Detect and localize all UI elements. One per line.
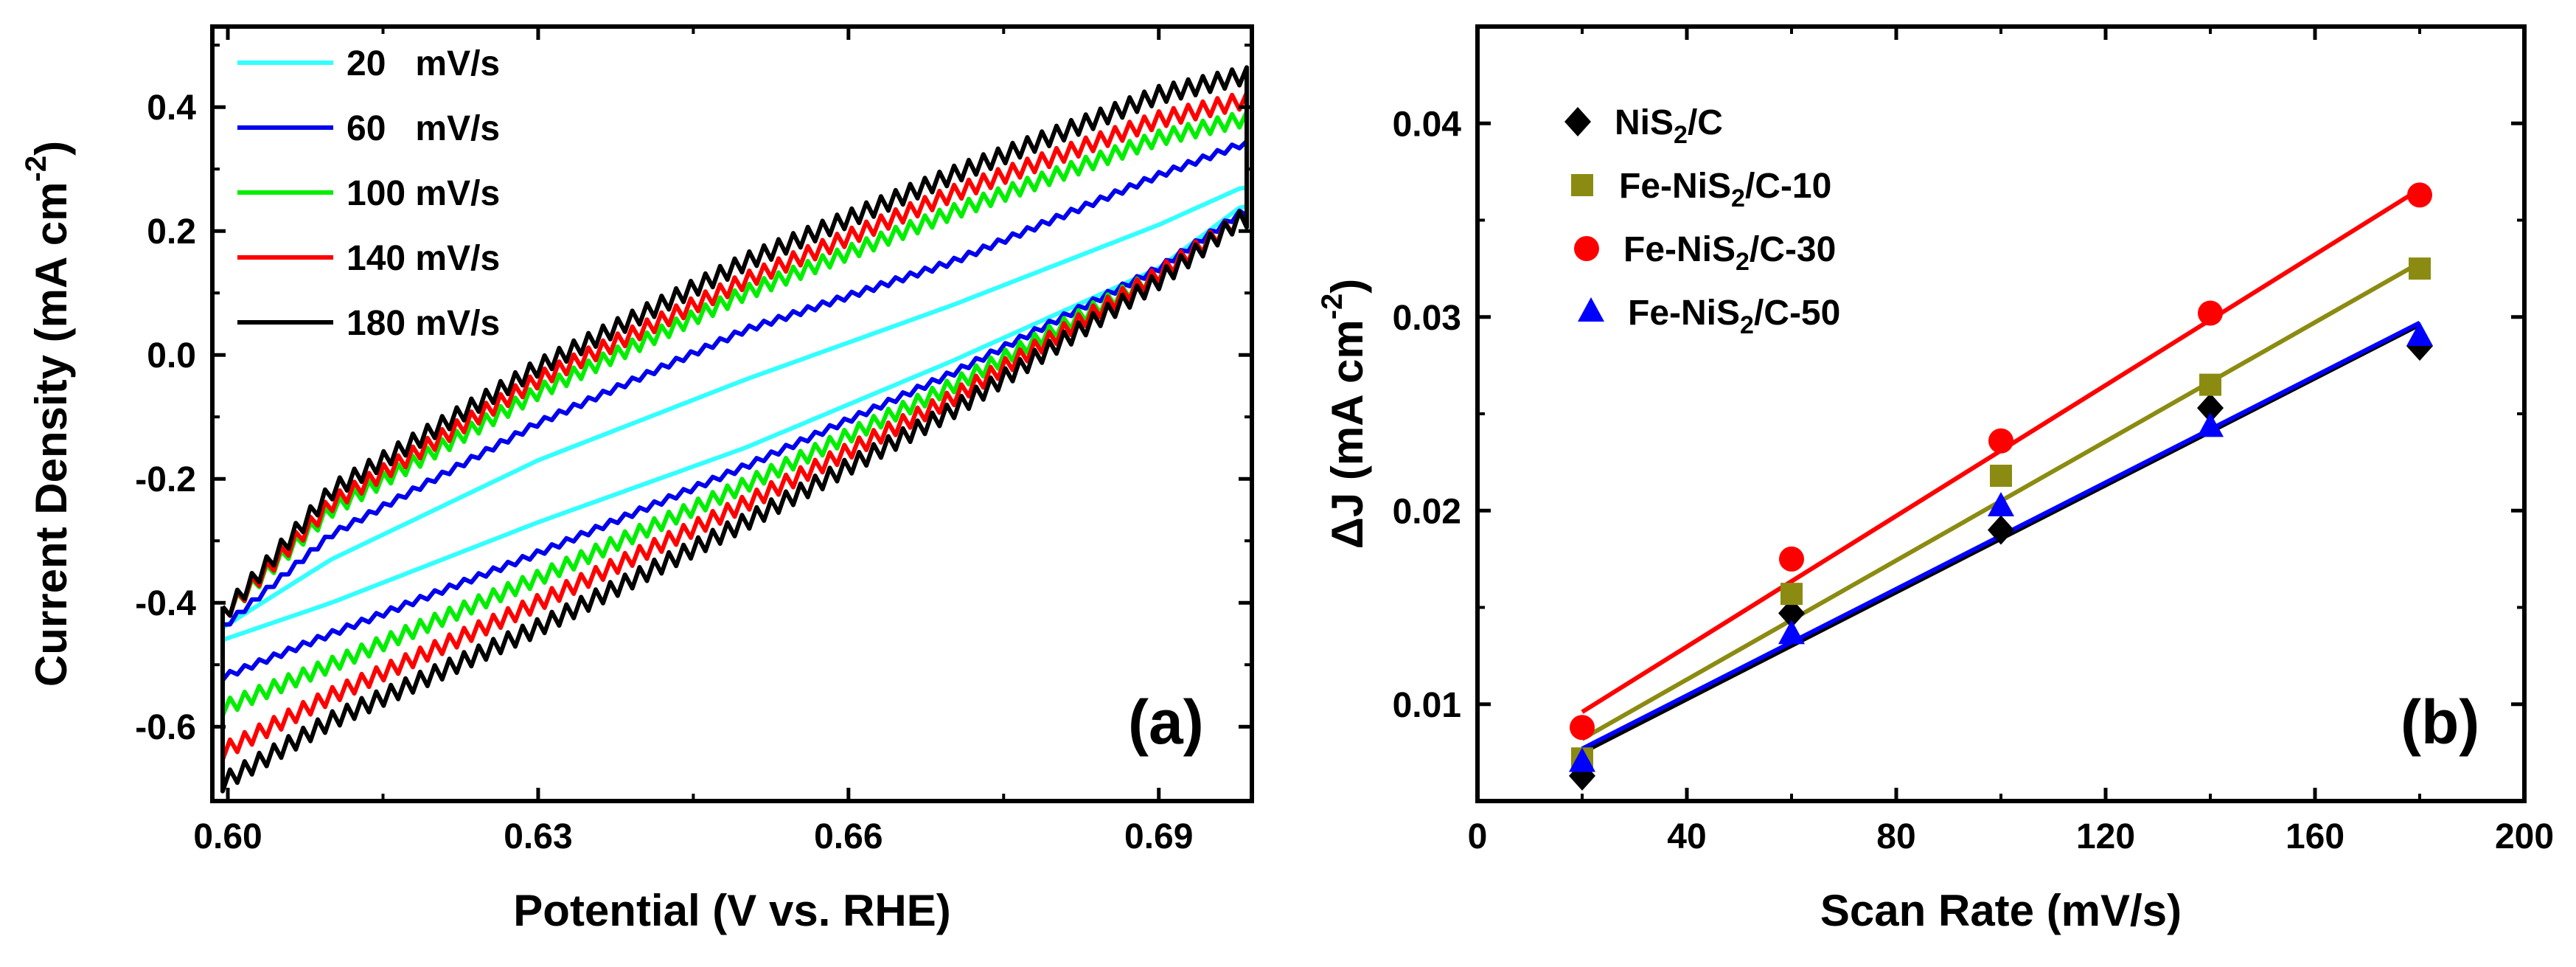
cv-y-tick-label: -0.6	[135, 708, 196, 747]
scan-rate-x-tick-label: 40	[1667, 817, 1706, 856]
scan-rate-point-square	[2199, 373, 2221, 396]
cv-y-axis-title-main: Current Density (mA cm	[27, 181, 76, 687]
legend-label-suffix: /C-10	[1745, 167, 1831, 206]
scan-rate-point-triangle	[1778, 620, 1805, 645]
cv-legend-label: 180 mV/s	[347, 304, 500, 343]
scan-rate-y-tick-label: 0.03	[1393, 299, 1461, 338]
cv-chart: 0.60 0.63 0.66 0.69 -0.6 -0.4 -0.2 0.0 0.2 0.4 20…	[20, 24, 1254, 935]
scan-rate-x-tick-label: 0	[1468, 817, 1488, 856]
scan-rate-x-axis-title: Scan Rate (mV/s)	[1820, 886, 2182, 935]
cv-curve-4	[220, 65, 1249, 794]
legend-label-main: NiS	[1615, 103, 1674, 142]
legend-label-suffix: /C-50	[1754, 294, 1840, 333]
legend-label-sub: 2	[1740, 311, 1754, 339]
scan-rate-point-triangle	[2197, 412, 2224, 437]
legend-label-suffix: /C-30	[1750, 230, 1836, 269]
cv-x-tick-label: 0.60	[193, 817, 262, 856]
scan-rate-y-axis-title: ΔJ (mA cm-2)	[1316, 279, 1372, 550]
scan-rate-legend: NiS2/CFe-NiS2/C-10Fe-NiS2/C-30Fe-NiS2/C-…	[1564, 103, 1840, 339]
scan-rate-point-circle	[2198, 300, 2223, 326]
scan-rate-point-circle	[1988, 428, 2013, 454]
scan-rate-point-triangle	[1569, 747, 1595, 772]
scan-rate-legend-marker	[1574, 236, 1599, 261]
scan-rate-y-tick-label: 0.01	[1393, 686, 1461, 725]
cv-curve-1	[220, 139, 1249, 683]
scan-rate-point-square	[2409, 257, 2431, 280]
scan-rate-axis-ticks: 0 40 80 120 160 200 0.01 0.02 0.03 0.04	[1393, 27, 2554, 856]
cv-x-tick-label: 0.69	[1124, 817, 1193, 856]
cv-y-tick-label: 0.4	[147, 89, 196, 128]
scan-rate-legend-label: Fe-NiS2/C-30	[1623, 230, 1836, 276]
scan-rate-point-triangle	[1988, 492, 2014, 516]
cv-x-axis-title: Potential (V vs. RHE)	[513, 886, 950, 935]
legend-label-main: Fe-NiS	[1628, 294, 1740, 333]
scan-rate-x-tick-label: 160	[2286, 817, 2344, 856]
scan-rate-legend-marker	[1564, 107, 1591, 136]
scan-rate-legend-marker	[1571, 174, 1593, 196]
cv-y-tick-label: -0.4	[135, 584, 196, 623]
cv-legend-label: 60 mV/s	[347, 109, 500, 148]
scan-rate-point-circle	[1570, 715, 1595, 741]
cv-y-tick-label: -0.2	[135, 460, 196, 499]
cv-y-axis-title-close: )	[27, 141, 76, 156]
cv-y-tick-label: 0.2	[147, 212, 196, 252]
cv-legend: 20 mV/s 60 mV/s 100 mV/s 140 mV/s 180 mV/s	[237, 44, 500, 343]
scan-rate-point-square	[1990, 465, 2012, 487]
scan-rate-point-diamond	[1778, 598, 1805, 628]
scan-rate-point-square	[1780, 583, 1803, 606]
legend-label-sub: 2	[1731, 184, 1745, 212]
scan-rate-legend-label: Fe-NiS2/C-50	[1628, 294, 1840, 339]
scan-rate-y-tick-label: 0.02	[1393, 492, 1461, 531]
cv-curves	[220, 65, 1249, 794]
scan-rate-panel-label: (b)	[2401, 687, 2479, 757]
cv-legend-label: 100 mV/s	[347, 174, 500, 213]
scan-rate-y-tick-label: 0.04	[1393, 105, 1462, 144]
legend-label-suffix: /C	[1688, 103, 1723, 142]
cv-x-tick-label: 0.63	[504, 817, 572, 856]
cv-axis-ticks: 0.60 0.63 0.66 0.69 -0.6 -0.4 -0.2 0.0 0.2 0.4	[135, 27, 1252, 856]
scan-rate-legend-label: NiS2/C	[1615, 103, 1723, 149]
legend-label-sub: 2	[1674, 121, 1688, 149]
cv-legend-label: 140 mV/s	[347, 239, 500, 278]
scan-rate-y-axis-title-sup: -2	[1316, 294, 1348, 320]
scan-rate-point-diamond	[2197, 393, 2224, 423]
legend-label-sub: 2	[1736, 248, 1750, 276]
scan-rate-point-circle	[1779, 546, 1804, 572]
legend-label-main: Fe-NiS	[1619, 167, 1731, 206]
scan-rate-point-triangle	[2406, 322, 2433, 346]
legend-label-main: Fe-NiS	[1623, 230, 1736, 269]
scan-rate-x-tick-label: 120	[2076, 817, 2135, 856]
scan-rate-legend-marker	[1578, 297, 1604, 322]
cv-y-tick-label: 0.0	[147, 336, 196, 375]
cv-y-axis-title-sup: -2	[20, 156, 52, 182]
scan-rate-point-circle	[2407, 182, 2432, 208]
scan-rate-x-tick-label: 200	[2495, 817, 2554, 856]
scan-rate-x-tick-label: 80	[1876, 817, 1915, 856]
scan-rate-y-axis-title-main: ΔJ (mA cm	[1323, 319, 1372, 549]
scan-rate-y-axis-title-close: )	[1323, 279, 1372, 294]
cv-plot-frame	[210, 24, 1254, 803]
cv-panel-label: (a)	[1128, 687, 1204, 757]
cv-y-axis-title: Current Density (mA cm-2)	[20, 141, 76, 687]
cv-x-tick-label: 0.66	[814, 817, 883, 856]
scan-rate-point-diamond	[1988, 515, 2014, 545]
scan-rate-points	[1569, 182, 2433, 791]
scan-rate-legend-label: Fe-NiS2/C-10	[1619, 167, 1831, 212]
scan-rate-plot-frame	[1475, 24, 2527, 803]
cv-legend-label: 20 mV/s	[347, 44, 500, 83]
